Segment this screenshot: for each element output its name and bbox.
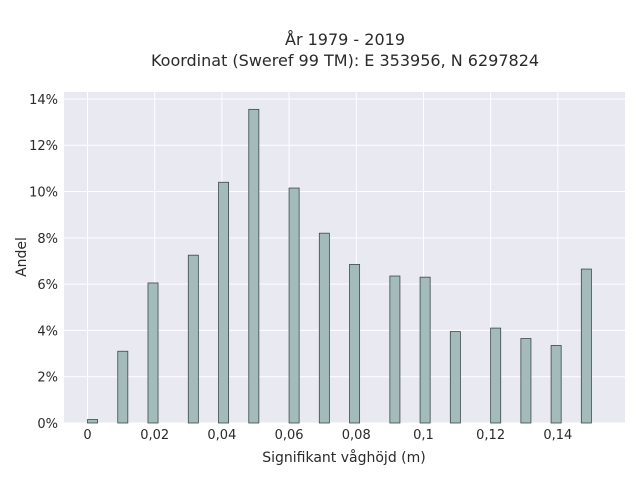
histogram-bar [187, 254, 199, 424]
histogram-bar [318, 232, 330, 424]
histogram-bar [389, 275, 401, 424]
histogram-bar [520, 338, 532, 424]
histogram-bar [117, 350, 129, 424]
histogram-bar [550, 345, 562, 424]
histogram-bar [218, 181, 230, 424]
x-tick-label: 0,06 [275, 428, 304, 443]
y-tick-label: 10% [29, 186, 58, 201]
histogram-bar [490, 327, 502, 424]
x-tick-label: 0,04 [207, 428, 236, 443]
histogram-bar [580, 268, 592, 424]
x-axis-label: Signifikant våghöjd (m) [262, 449, 425, 466]
histogram-bar [288, 187, 300, 424]
histogram-bar [349, 264, 361, 424]
y-axis-label: Andel [14, 237, 30, 277]
x-tick-label: 0 [83, 428, 91, 443]
y-tick-label: 0% [37, 417, 58, 432]
y-tick-label: 14% [29, 93, 58, 108]
chart-subtitle: Koordinat (Sweref 99 TM): E 353956, N 62… [151, 51, 539, 70]
bar-layer [87, 108, 592, 424]
y-tick-label: 2% [37, 371, 58, 386]
y-tick-label: 4% [37, 324, 58, 339]
y-tick-label: 6% [37, 278, 58, 293]
histogram-bar [449, 331, 461, 424]
x-tick-label: 0,08 [342, 428, 371, 443]
y-tick-label: 12% [29, 139, 58, 154]
histogram-bar [147, 282, 159, 424]
x-tick-label: 0,02 [140, 428, 169, 443]
x-tick-label: 0,12 [476, 428, 505, 443]
chart-title: År 1979 - 2019 [285, 30, 405, 49]
tick-layer: 0% 2% 4% 6% 8% 10% 12% 14% 0 0,02 0,04 0,06 0,08 0,1 0… [29, 93, 572, 443]
x-tick-label: 0,1 [413, 428, 434, 443]
histogram-bar [87, 419, 98, 424]
x-tick-label: 0,14 [543, 428, 572, 443]
histogram-bar [419, 276, 431, 424]
histogram-bar [248, 108, 260, 424]
y-tick-label: 8% [37, 232, 58, 247]
